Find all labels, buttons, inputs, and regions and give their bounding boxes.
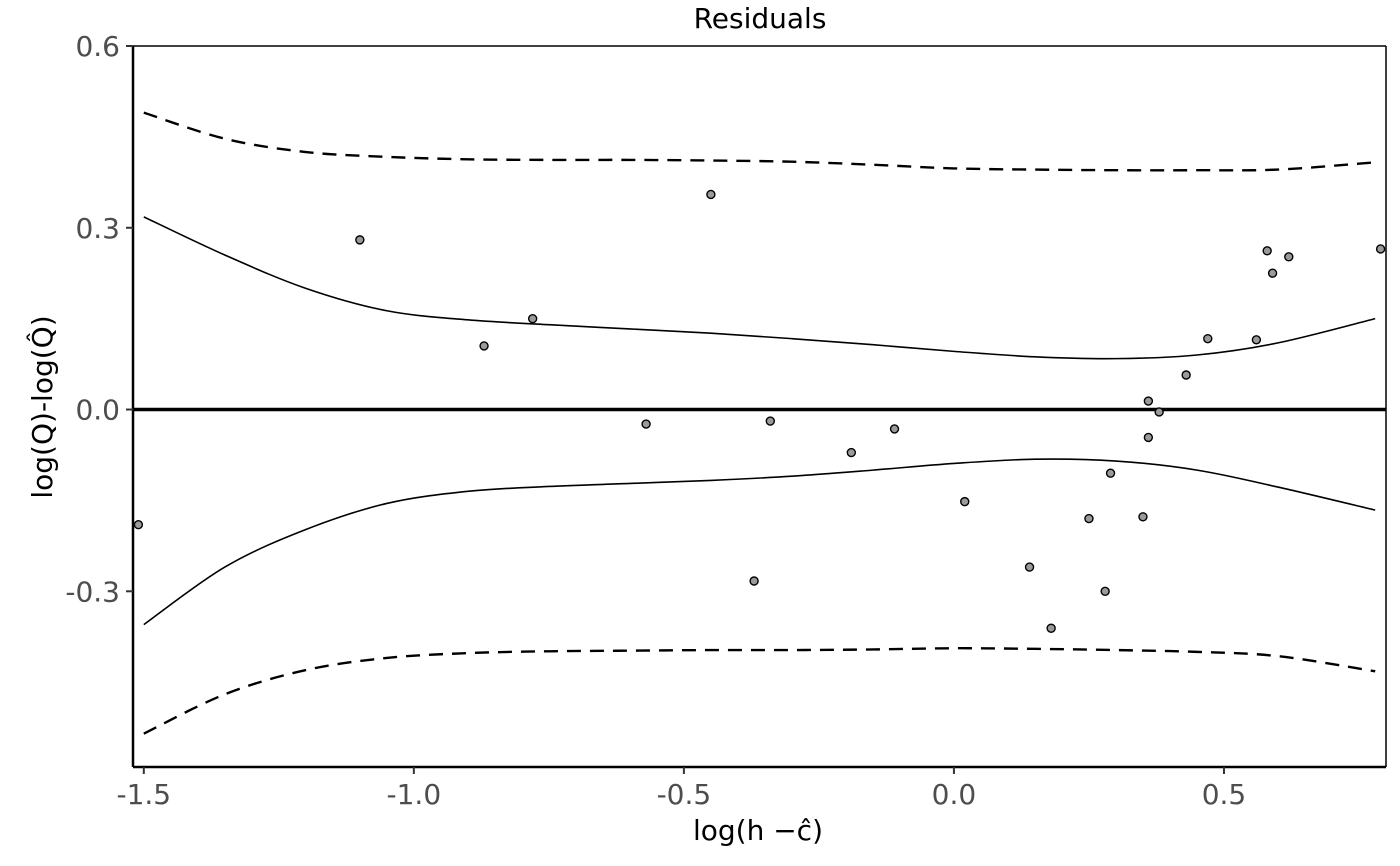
data-point-18 (1143, 396, 1154, 406)
data-point-24 (1262, 246, 1272, 256)
data-point-13 (1046, 623, 1056, 633)
data-point-25 (1267, 268, 1278, 278)
x-tick-label: -1.0 (387, 778, 442, 811)
data-point-3 (479, 341, 489, 351)
data-point-22 (1203, 333, 1213, 344)
y-axis-ticks: -0.3 0.0 0.3 0.6 (65, 30, 133, 608)
confidence-bands (143, 111, 1376, 735)
dashed-band-line-4 (143, 647, 1376, 735)
data-point-26 (1284, 252, 1294, 262)
y-tick-label: 0.0 (75, 394, 120, 427)
data-point-4 (527, 313, 538, 324)
data-point-5 (641, 419, 651, 429)
data-point-16 (1105, 468, 1116, 478)
data-point-23 (1251, 335, 1262, 345)
y-tick-label: -0.3 (65, 575, 120, 608)
data-point-12 (1024, 562, 1035, 572)
x-axis-label: log(h −ĉ) (693, 814, 823, 847)
data-point-8 (765, 416, 776, 426)
data-point-11 (960, 496, 970, 507)
data-point-1 (133, 519, 144, 530)
solid-band-line-2 (143, 458, 1376, 626)
x-tick-label: -0.5 (657, 778, 712, 811)
x-tick-label: 0.0 (932, 778, 977, 811)
x-axis-ticks: -1.5 -1.0 -0.5 0.0 0.5 (116, 767, 1246, 811)
data-point-21 (1181, 370, 1191, 380)
data-point-2 (355, 235, 365, 245)
x-tick-label: 0.5 (1202, 778, 1247, 811)
axes (131, 45, 1387, 769)
data-point-14 (1084, 513, 1094, 524)
data-point-17 (1138, 512, 1148, 522)
data-point-10 (889, 424, 900, 434)
x-tick-label: -1.5 (116, 778, 171, 811)
data-point-15 (1100, 586, 1110, 596)
data-point-20 (1154, 407, 1164, 417)
y-tick-label: 0.6 (75, 30, 120, 63)
y-axis-label: log(Q)-log(Q̂) (26, 315, 59, 498)
data-point-6 (706, 189, 716, 200)
y-tick-label: 0.3 (75, 212, 120, 245)
data-point-9 (846, 447, 857, 458)
data-point-27 (1375, 244, 1386, 254)
solid-band-line-1 (143, 216, 1376, 360)
residual-points (133, 189, 1386, 633)
data-point-19 (1143, 432, 1154, 443)
dashed-band-line-3 (143, 111, 1376, 172)
data-point-7 (749, 576, 759, 586)
chart-title: Residuals (694, 2, 827, 35)
